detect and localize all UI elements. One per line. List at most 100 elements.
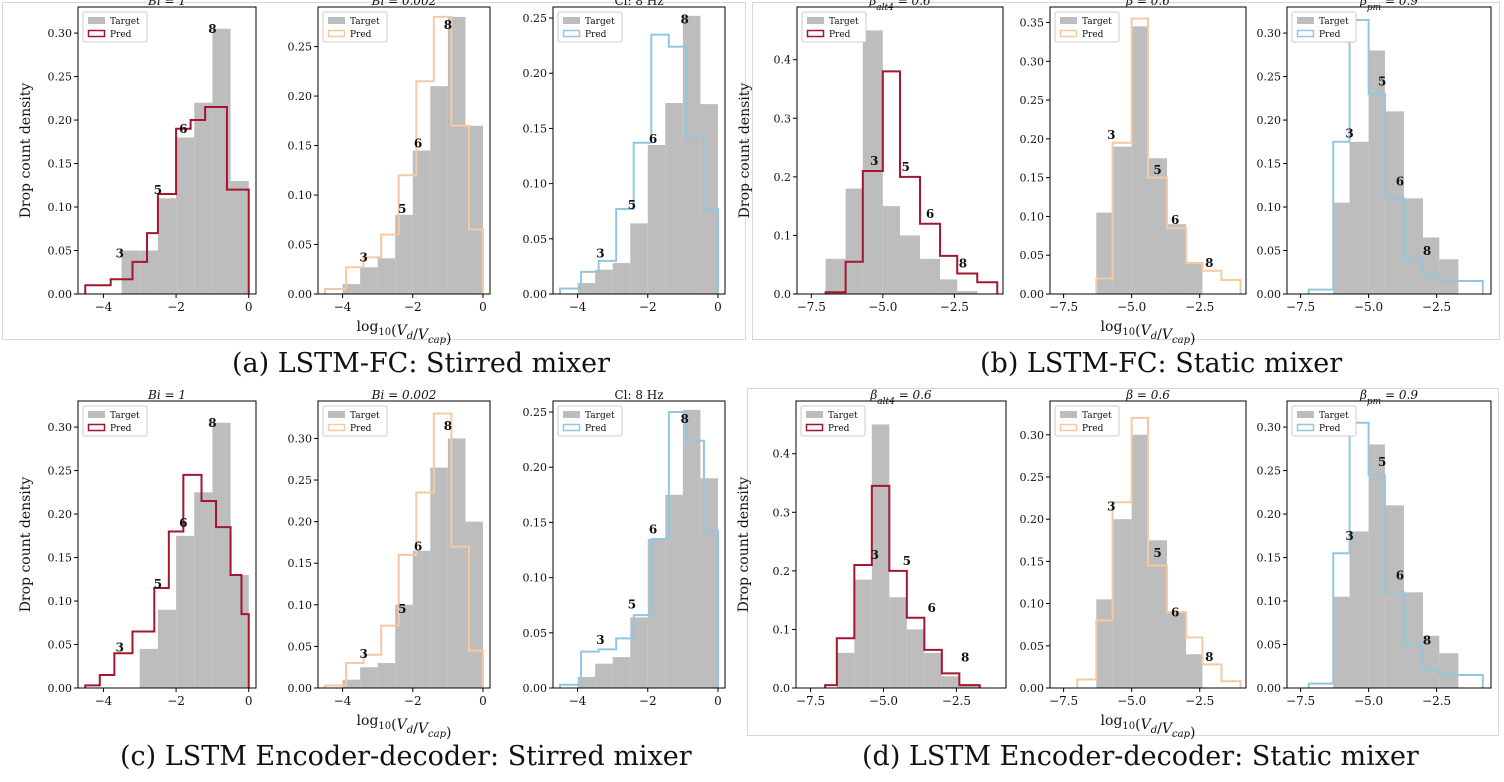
panel-9-target-bar (577, 676, 596, 688)
panel-1-ytick-label: 0.15 (48, 158, 73, 171)
panel-7-ytick-label: 0.05 (48, 639, 73, 652)
panel-7-target-bar (194, 492, 213, 688)
panel-12-target-bar (1439, 653, 1459, 688)
panel-3-target-bar (595, 269, 613, 294)
panel-10 (792, 400, 1007, 692)
panel-10-ylabel: Drop count density (736, 477, 752, 613)
panel-8-annotation: 8 (444, 419, 452, 433)
panel-8-axes-frame (317, 400, 491, 689)
panel-6-legend-target-swatch (1297, 17, 1314, 24)
panel-8-ytick-label: 0.15 (288, 557, 313, 570)
panel-1 (74, 6, 257, 298)
panel-7-legend-pred-swatch (87, 423, 106, 432)
panel-4-target-bar (920, 258, 941, 294)
panel-2-annotation: 3 (359, 250, 367, 264)
panel-9-axes-frame (552, 400, 726, 689)
panel-6-xtick-label: −7.5 (1286, 300, 1315, 314)
panel-4-xtick-label: −5.0 (868, 300, 897, 314)
panel-10-pred-step (824, 484, 981, 688)
panel-3-legend-pred-label: Pred (585, 30, 607, 40)
panel-12-target-bar (1333, 596, 1350, 688)
panel-2-ytick-label: 0.25 (288, 41, 313, 54)
panel-11-axes-frame (1049, 400, 1247, 689)
panel-9-ytick-label: 0.15 (523, 516, 548, 529)
panel-3 (549, 6, 726, 298)
panel-11-xtick-label: −7.5 (1049, 694, 1078, 708)
panel-6-legend-target-label: Target (1319, 17, 1349, 27)
panel-10-annotation: 6 (927, 601, 935, 615)
panel-5-legend-target-label: Target (1082, 17, 1112, 27)
panel-9-pred-step (559, 411, 719, 688)
panel-2-legend-pred-label: Pred (350, 30, 372, 40)
panel-5-xlabel: log10(Vd/Vcap) (1101, 319, 1196, 347)
panel-9-ytick-label: 0.25 (523, 406, 548, 419)
panel-12-xtick-label: −2.5 (1422, 694, 1451, 708)
panel-8-target-bar (342, 679, 361, 688)
panel-12 (1283, 400, 1492, 692)
panel-6-ytick-label: 0.25 (1257, 71, 1282, 84)
panel-6-ytick-label: 0.00 (1257, 288, 1282, 301)
panel-1-xtick-label: −4 (95, 300, 113, 314)
panel-11-legend-target-label: Target (1082, 411, 1112, 421)
panel-9-target-bar (612, 657, 631, 688)
panel-12-target-bar (1423, 635, 1440, 688)
panel-10-xtick-label: −2.5 (942, 694, 971, 708)
panel-7-xtick-label: −2 (167, 694, 185, 708)
panel-6-annotation: 5 (1378, 74, 1386, 88)
panel-4-target-bar (940, 279, 958, 294)
panel-10-target-bar (871, 424, 890, 688)
panel-4-title: βalt4 = 0.6 (868, 0, 931, 13)
panel-10-target-bar (941, 676, 960, 688)
panel-12-ytick-label: 0.10 (1257, 595, 1282, 608)
panel-11-annotation: 5 (1153, 546, 1161, 560)
panel-6-ytick-label: 0.10 (1257, 201, 1282, 214)
panel-8-ytick-label: 0.10 (288, 599, 313, 612)
panel-2-annotation: 5 (398, 202, 406, 216)
panel-12-xtick-label: −5.0 (1354, 694, 1383, 708)
panel-12-ytick-label: 0.05 (1257, 639, 1282, 652)
panel-5-target-bar (1131, 26, 1148, 294)
panel-5-target-bar (1148, 158, 1168, 294)
panel-2-xtick-label: 0 (479, 300, 487, 314)
panel-7-annotation: 6 (179, 516, 187, 530)
panel-10-legend-target-label: Target (828, 411, 858, 421)
panel-1-target-bar (139, 250, 158, 294)
panel-7-ytick-label: 0.20 (48, 508, 73, 521)
panel-8-xtick-label: −4 (334, 694, 352, 708)
caption-d: (d) LSTM Encoder-decoder: Static mixer (862, 741, 1419, 772)
panel-11-xtick-label: −5.0 (1117, 694, 1146, 708)
panel-8-xtick-label: 0 (479, 694, 487, 708)
panel-5-ytick-label: 0.15 (1020, 172, 1045, 185)
panel-6-target-bar (1423, 237, 1440, 294)
panel-1-ylabel: Drop count density (18, 83, 34, 219)
panel-2-ytick-label: 0.10 (288, 189, 313, 202)
panel-12-ytick-label: 0.25 (1257, 465, 1282, 478)
panel-7-axes-frame (77, 400, 257, 689)
panel-12-legend-pred-label: Pred (1319, 424, 1341, 434)
panel-2-axes-frame (317, 6, 491, 295)
panel-8-target-bar (412, 550, 431, 688)
panel-2-target-bar (430, 86, 448, 294)
panel-5-axes-frame (1049, 6, 1247, 295)
panel-7-ytick-label: 0.25 (48, 465, 73, 478)
figure-frame-a (2, 2, 746, 340)
panel-10-ytick-label: 0.0 (773, 682, 791, 695)
panel-5-ytick-label: 0.05 (1020, 249, 1045, 262)
panel-8-ytick-label: 0.30 (288, 432, 313, 445)
panel-8-xlabel: log10(Vd/Vcap) (357, 713, 452, 741)
panel-5-xtick-label: −7.5 (1049, 300, 1078, 314)
panel-2 (314, 6, 491, 298)
panel-1-target-bar (157, 198, 177, 294)
panel-4-annotation: 5 (902, 160, 910, 174)
panel-9-ytick-label: 0.05 (523, 627, 548, 640)
panel-8-annotation: 6 (414, 540, 422, 554)
panel-3-target-bar (630, 223, 648, 294)
panel-7-ytick-label: 0.15 (48, 552, 73, 565)
panel-3-annotation: 8 (680, 13, 688, 27)
figure-frame-d (747, 388, 1499, 736)
panel-4-ytick-label: 0.0 (774, 288, 792, 301)
figure-frame-b (752, 2, 1500, 340)
panel-5-annotation: 5 (1153, 163, 1161, 177)
panel-1-xtick-label: −2 (167, 300, 185, 314)
